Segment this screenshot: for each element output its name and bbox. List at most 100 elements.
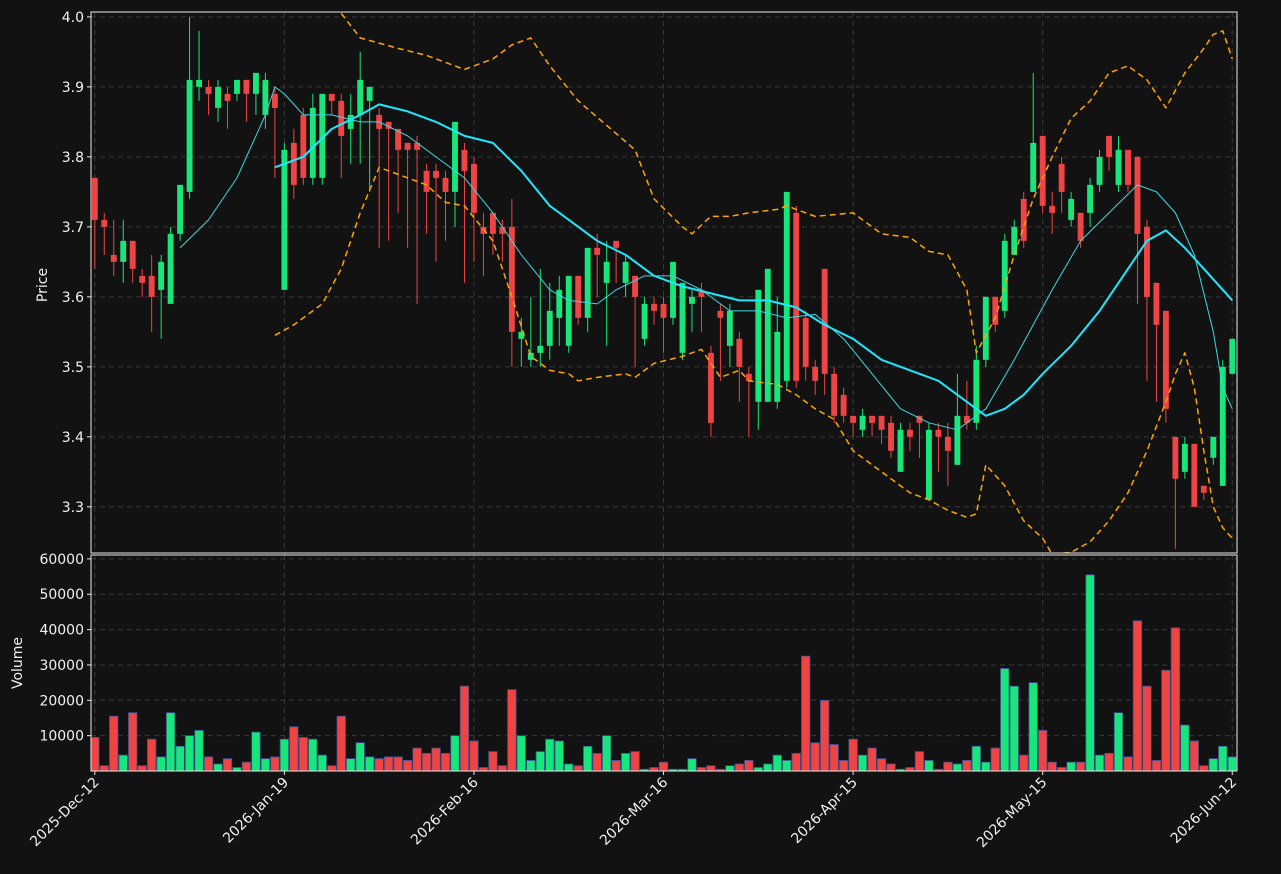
volume-bar (763, 763, 773, 771)
candle-body (1191, 443, 1198, 507)
volume-bar (668, 768, 678, 771)
y-tick-label: 60000 (39, 552, 84, 568)
candle-body (736, 338, 743, 367)
candle-body (1039, 135, 1046, 206)
candle-body (907, 429, 913, 437)
candle-body (1068, 198, 1075, 220)
candle-body (205, 86, 212, 94)
volume-bar (241, 761, 252, 771)
volume-bar (696, 767, 707, 771)
candle-body (120, 240, 127, 262)
volume-bar (687, 758, 697, 771)
volume-bar (1000, 668, 1010, 771)
candle-body (395, 128, 402, 150)
volume-bar (383, 756, 394, 771)
candle-body (689, 296, 695, 304)
candle-body (1030, 142, 1037, 192)
candle-body (622, 261, 629, 283)
candle-body (508, 226, 515, 332)
indicator-line (274, 166, 1233, 553)
candle-body (1200, 485, 1207, 493)
candle-body (603, 261, 610, 283)
candle-body (812, 366, 819, 381)
y-tick-label: 20000 (39, 693, 84, 709)
candle-body (442, 177, 449, 192)
volume-bar (905, 767, 915, 771)
candle-body (1087, 184, 1094, 213)
candle-body (963, 415, 970, 423)
candle-body (698, 289, 705, 297)
candle-body (992, 296, 999, 325)
volume-bar (791, 752, 801, 771)
volume-bar (1218, 745, 1228, 771)
volume-bar (1056, 767, 1067, 771)
candle-body (1001, 240, 1008, 311)
volume-bar (886, 763, 896, 771)
volume-bar (1009, 685, 1019, 771)
candle-body (916, 415, 923, 423)
volume-bar (990, 747, 1000, 771)
candle-body (1077, 212, 1084, 241)
candle-body (565, 275, 572, 346)
volume-bar (146, 738, 157, 771)
volume-bar (545, 738, 555, 771)
candle-body (196, 79, 202, 87)
y-tick-label: 3.8 (62, 150, 84, 166)
candle-body (423, 170, 430, 192)
candle-body (262, 79, 269, 115)
volume-bar (554, 740, 564, 771)
volume-bar (1189, 740, 1200, 771)
candle-body (158, 261, 165, 290)
candle-body (271, 93, 278, 108)
volume-bar (592, 752, 602, 771)
volume-bar (137, 765, 147, 771)
volume-bar (564, 763, 574, 771)
volume-bar (99, 765, 109, 771)
candle-layer (91, 16, 1236, 549)
candle-body (338, 100, 345, 136)
candle-body (527, 352, 534, 360)
volume-axis-label: Volume (10, 637, 26, 689)
volume-bar (1142, 685, 1152, 771)
grid-layer (87, 12, 1237, 775)
volume-bar (203, 756, 214, 771)
volume-bar (232, 767, 242, 771)
candle-body (1162, 310, 1169, 409)
volume-bar (848, 738, 858, 771)
volume-bar (184, 735, 195, 771)
candle-body (575, 275, 582, 318)
candle-body (328, 93, 335, 101)
candle-body (471, 163, 477, 213)
volume-bar (289, 726, 299, 771)
volume-bar (478, 767, 489, 771)
volume-bar (573, 765, 583, 771)
candle-body (935, 429, 942, 437)
candle-body (556, 289, 563, 318)
volume-bar (317, 754, 327, 771)
candle-body (546, 310, 553, 346)
volume-bar (630, 751, 640, 771)
price-axis-label: Price (35, 268, 51, 302)
candle-body (632, 275, 639, 297)
y-tick-label: 4.0 (62, 10, 84, 26)
volume-bar (497, 765, 508, 771)
price-panel-frame (90, 11, 1238, 554)
y-tick-label: 10000 (39, 729, 84, 745)
volume-bar (1170, 627, 1181, 771)
volume-bar (109, 715, 119, 771)
candle-body (148, 275, 155, 297)
volume-bar (1199, 765, 1209, 771)
volume-bar (820, 699, 830, 771)
candle-body (944, 436, 951, 451)
candle-body (831, 373, 838, 416)
candle-body (774, 331, 781, 402)
volume-bar (1028, 682, 1038, 771)
volume-bar (393, 756, 403, 771)
volume-bar (279, 738, 290, 771)
candle-body (243, 79, 250, 94)
volume-bar (1019, 754, 1029, 771)
volume-bar (943, 761, 953, 771)
volume-panel-frame (90, 554, 1238, 772)
volume-bar (933, 768, 944, 771)
candle-body (252, 72, 259, 94)
